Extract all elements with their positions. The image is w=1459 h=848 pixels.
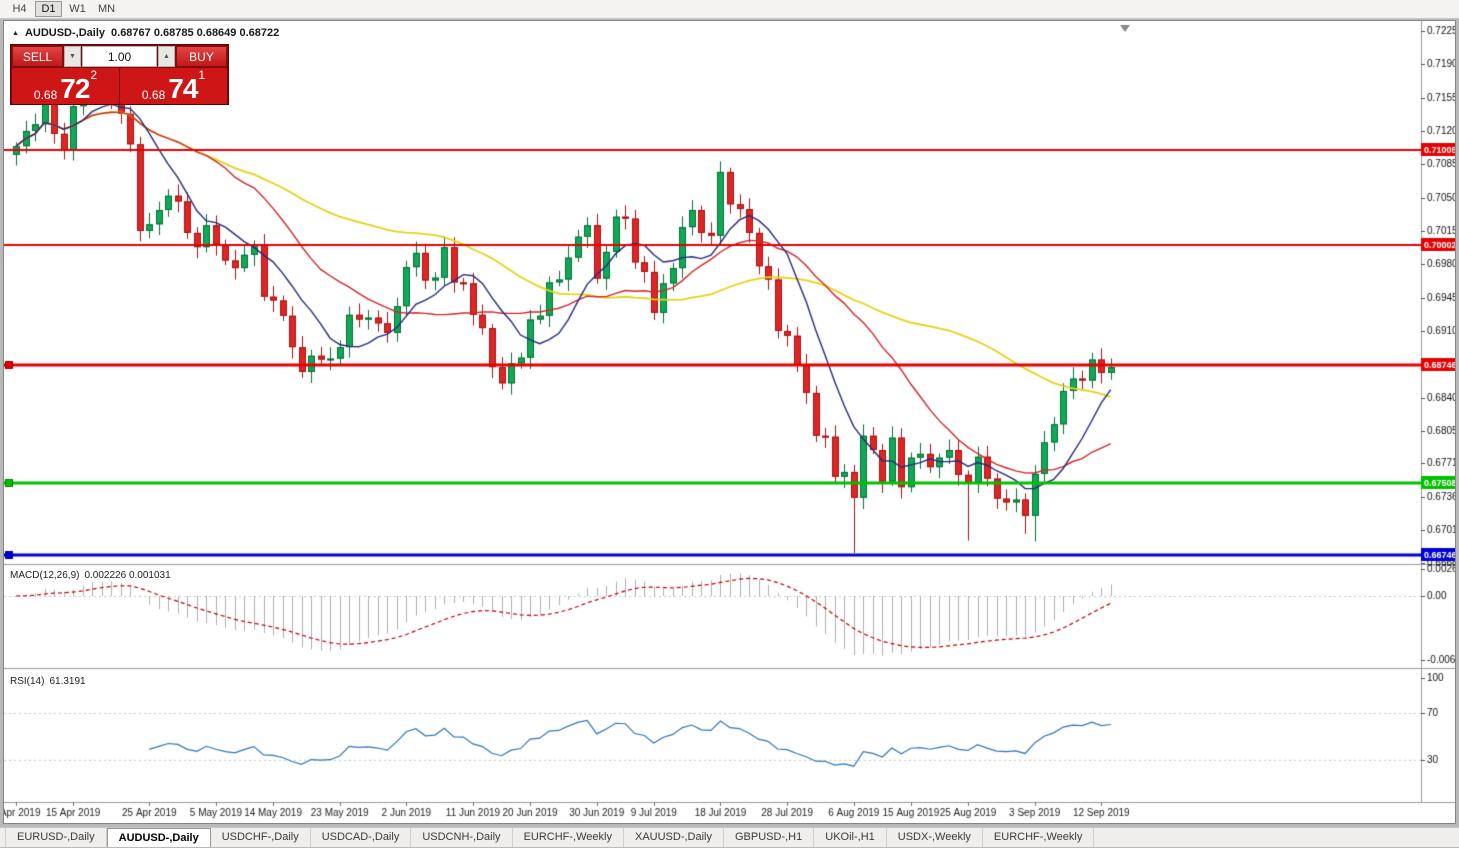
collapse-trade-widget-icon[interactable]: ▲ xyxy=(12,29,19,37)
timeframe-w1-button[interactable]: W1 xyxy=(64,1,91,17)
tab-usdx-weekly[interactable]: USDX-,Weekly xyxy=(887,828,983,847)
tab-usdchf-daily[interactable]: USDCHF-,Daily xyxy=(211,828,311,847)
sell-button[interactable]: SELL xyxy=(12,46,63,67)
macd-indicator-label: MACD(12,26,9) 0.002226 0.001031 xyxy=(10,570,171,581)
chart-tabs-bar: EURUSD-,Daily AUDUSD-,Daily USDCHF-,Dail… xyxy=(0,827,1459,847)
tab-eurusd-daily[interactable]: EURUSD-,Daily xyxy=(5,828,107,847)
chart-symbol-period: AUDUSD-,Daily xyxy=(24,27,106,39)
buy-button[interactable]: BUY xyxy=(176,46,227,67)
volume-input[interactable] xyxy=(82,46,157,67)
tab-eurchf-weekly-1[interactable]: EURCHF-,Weekly xyxy=(513,828,624,847)
volume-increase-button[interactable]: ▲ xyxy=(158,46,175,67)
buy-price-base: 0.68 xyxy=(141,88,166,102)
buy-price-big: 74 xyxy=(168,73,198,105)
chart-ohlc-readout: 0.68767 0.68785 0.68649 0.68722 xyxy=(111,27,280,39)
tab-usdcad-daily[interactable]: USDCAD-,Daily xyxy=(311,828,412,847)
tab-ukoil-h1[interactable]: UKOil-,H1 xyxy=(814,828,887,847)
buy-price-panel[interactable]: 0.68 74 1 xyxy=(120,68,227,104)
price-chart-canvas[interactable] xyxy=(4,21,1455,823)
tab-eurchf-weekly-2[interactable]: EURCHF-,Weekly xyxy=(983,828,1095,847)
timeframe-mn-button[interactable]: MN xyxy=(93,1,120,17)
rsi-value: 61.3191 xyxy=(49,676,86,687)
buy-price-sup: 1 xyxy=(198,68,206,82)
rsi-indicator-label: RSI(14) 61.3191 xyxy=(10,676,86,687)
macd-values: 0.002226 0.001031 xyxy=(84,570,171,581)
chevron-down-icon: ▼ xyxy=(69,53,76,60)
chart-window: ▲ AUDUSD-,Daily 0.68767 0.68785 0.68649 … xyxy=(3,20,1456,824)
trade-controls-row: SELL ▼ ▲ BUY xyxy=(12,46,227,67)
tab-xauusd-daily[interactable]: XAUUSD-,Daily xyxy=(624,828,724,847)
sell-price-panel[interactable]: 0.68 72 2 xyxy=(12,68,119,104)
tab-usdcnh-daily[interactable]: USDCNH-,Daily xyxy=(411,828,513,847)
chevron-up-icon: ▲ xyxy=(163,53,170,60)
timeframe-h4-button[interactable]: H4 xyxy=(6,1,33,17)
sell-price-sup: 2 xyxy=(90,68,98,82)
tab-gbpusd-h1[interactable]: GBPUSD-,H1 xyxy=(724,828,815,847)
rsi-name: RSI(14) xyxy=(10,676,45,687)
trade-prices-row: 0.68 72 2 0.68 74 1 xyxy=(12,68,227,104)
timeframe-toolbar: H4 D1 W1 MN xyxy=(0,0,1459,19)
tab-audusd-daily[interactable]: AUDUSD-,Daily xyxy=(106,828,211,847)
timeframe-d1-button[interactable]: D1 xyxy=(35,1,62,17)
volume-decrease-button[interactable]: ▼ xyxy=(64,46,81,67)
macd-name: MACD(12,26,9) xyxy=(10,570,80,581)
chart-title: ▲ AUDUSD-,Daily 0.68767 0.68785 0.68649 … xyxy=(12,27,279,39)
sell-price-base: 0.68 xyxy=(33,88,58,102)
sell-price-big: 72 xyxy=(60,73,90,105)
